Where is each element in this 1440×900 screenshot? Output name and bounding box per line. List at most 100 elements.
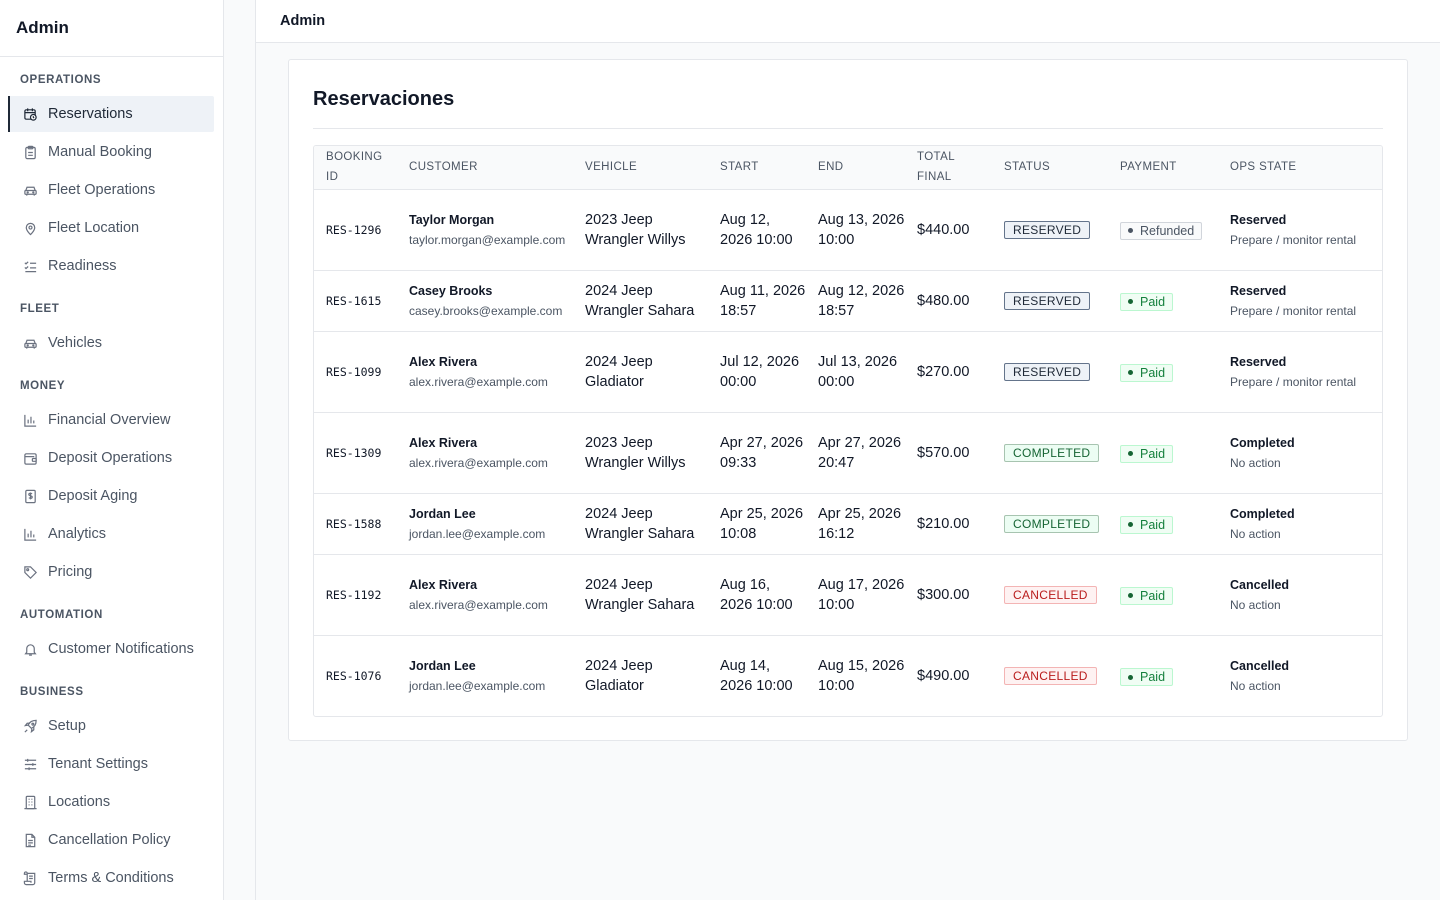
status-badge: RESERVED xyxy=(1004,362,1091,381)
ops-state-title: Reserved xyxy=(1230,354,1287,369)
sidebar-item-label: Tenant Settings xyxy=(48,756,148,772)
sidebar-item-manual-booking[interactable]: Manual Booking xyxy=(8,134,214,170)
bell-icon xyxy=(22,641,38,657)
customer-cell: Jordan Lee jordan.lee@example.com xyxy=(397,493,573,555)
sidebar-item-tenant-settings[interactable]: Tenant Settings xyxy=(8,746,214,782)
nav-section-heading: AUTOMATION xyxy=(20,609,103,621)
end-cell: Aug 13, 2026 10:00 xyxy=(806,189,905,271)
payment-dot-icon xyxy=(1128,299,1133,305)
sidebar-item-customer-notifications[interactable]: Customer Notifications xyxy=(8,631,214,667)
customer-email: alex.rivera@example.com xyxy=(409,374,548,389)
sidebar-item-label: Cancellation Policy xyxy=(48,832,171,848)
payment-cell: Paid xyxy=(1108,331,1218,413)
payment-dot-icon xyxy=(1128,370,1133,376)
column-header-payment[interactable]: PAYMENT xyxy=(1108,146,1218,190)
sidebar-item-label: Terms & Conditions xyxy=(48,870,174,886)
sidebar-item-fleet-location[interactable]: Fleet Location xyxy=(8,210,214,246)
booking-id[interactable]: RES-1099 xyxy=(326,364,382,379)
sidebar-item-cancellation-policy[interactable]: Cancellation Policy xyxy=(8,822,214,858)
sidebar-item-label: Fleet Location xyxy=(48,220,140,236)
booking-id-cell: RES-1076 xyxy=(314,635,397,716)
column-header-end[interactable]: END xyxy=(806,146,905,190)
booking-id[interactable]: RES-1615 xyxy=(326,293,382,308)
building-icon xyxy=(22,794,38,810)
ops-state-title: Cancelled xyxy=(1230,577,1290,592)
sidebar-nav: OPERATIONS Reservations Manual Booking Flee… xyxy=(0,57,223,896)
booking-id[interactable]: RES-1588 xyxy=(326,516,382,531)
vehicle-cell: 2023 Jeep Wrangler Willys xyxy=(573,412,708,494)
nav-section-operations: OPERATIONS Reservations Manual Booking Flee… xyxy=(0,57,223,284)
column-header-start[interactable]: START xyxy=(708,146,806,190)
customer-cell: Casey Brooks casey.brooks@example.com xyxy=(397,270,573,332)
document-icon xyxy=(22,832,38,848)
booking-id[interactable]: RES-1296 xyxy=(326,222,382,237)
table-row[interactable]: RES-1076 Jordan Lee jordan.lee@example.com… xyxy=(314,635,1382,716)
column-header-customer[interactable]: CUSTOMER xyxy=(397,146,573,190)
payment-label: Paid xyxy=(1140,670,1166,684)
sidebar-item-fleet-operations[interactable]: Fleet Operations xyxy=(8,172,214,208)
customer-email: casey.brooks@example.com xyxy=(409,303,563,318)
total-cell: $490.00 xyxy=(917,667,970,684)
sidebar-item-readiness[interactable]: Readiness xyxy=(8,248,214,284)
column-header-vehicle[interactable]: VEHICLE xyxy=(573,146,708,190)
rocket-icon xyxy=(22,718,38,734)
table-row[interactable]: RES-1309 Alex Rivera alex.rivera@example.c… xyxy=(314,412,1382,494)
table-row[interactable]: RES-1615 Casey Brooks casey.brooks@example… xyxy=(314,270,1382,332)
sidebar-item-financial-overview[interactable]: Financial Overview xyxy=(8,402,214,438)
payment-dot-icon xyxy=(1128,674,1133,680)
booking-id[interactable]: RES-1192 xyxy=(326,587,382,602)
sidebar-item-analytics[interactable]: Analytics xyxy=(8,516,214,552)
nav-section-money: MONEY Financial Overview Deposit Operation… xyxy=(0,363,223,590)
sidebar-item-vehicles[interactable]: Vehicles xyxy=(8,325,214,361)
start-cell: Aug 16, 2026 10:00 xyxy=(708,554,806,636)
sidebar-item-label: Manual Booking xyxy=(48,144,152,160)
sidebar-item-terms-and-conditions[interactable]: Terms & Conditions xyxy=(8,860,214,896)
end-cell: Aug 12, 2026 18:57 xyxy=(806,270,905,332)
column-header-status[interactable]: STATUS xyxy=(992,146,1108,190)
status-cell: RESERVED xyxy=(992,331,1108,413)
table-row[interactable]: RES-1192 Alex Rivera alex.rivera@example.c… xyxy=(314,554,1382,636)
status-cell: RESERVED xyxy=(992,189,1108,271)
calendar-clock-icon xyxy=(22,106,38,122)
booking-id[interactable]: RES-1076 xyxy=(326,668,382,683)
ops-state-subtitle: No action xyxy=(1230,526,1281,541)
sidebar-item-locations[interactable]: Locations xyxy=(8,784,214,820)
sidebar-item-label: Fleet Operations xyxy=(48,182,156,198)
start-cell: Aug 11, 2026 18:57 xyxy=(708,270,806,332)
status-cell: CANCELLED xyxy=(992,554,1108,636)
column-header-ops-state[interactable]: OPS STATE xyxy=(1218,146,1382,190)
table-row[interactable]: RES-1588 Jordan Lee jordan.lee@example.com… xyxy=(314,493,1382,555)
sidebar-item-deposit-operations[interactable]: Deposit Operations xyxy=(8,440,214,476)
customer-cell: Taylor Morgan taylor.morgan@example.com xyxy=(397,189,573,271)
table-row[interactable]: RES-1099 Alex Rivera alex.rivera@example.c… xyxy=(314,331,1382,413)
end-cell: Apr 25, 2026 16:12 xyxy=(806,493,905,555)
payment-dot-icon xyxy=(1128,228,1133,234)
customer-email: alex.rivera@example.com xyxy=(409,597,548,612)
dollar-document-icon xyxy=(22,488,38,504)
end-cell: Apr 27, 2026 20:47 xyxy=(806,412,905,494)
sidebar-item-pricing[interactable]: Pricing xyxy=(8,554,214,590)
sidebar-item-label: Vehicles xyxy=(48,335,103,351)
tag-icon xyxy=(22,564,38,580)
wallet-icon xyxy=(22,450,38,466)
sidebar-item-label: Deposit Operations xyxy=(48,450,173,466)
status-badge: COMPLETED xyxy=(1004,443,1100,462)
column-header-total[interactable]: TOTAL FINAL xyxy=(905,146,992,190)
customer-email: taylor.morgan@example.com xyxy=(409,232,566,247)
customer-name: Jordan Lee xyxy=(409,658,476,673)
sidebar-item-reservations[interactable]: Reservations xyxy=(8,96,214,132)
customer-name: Alex Rivera xyxy=(409,577,478,592)
table-row[interactable]: RES-1296 Taylor Morgan taylor.morgan@examp… xyxy=(314,189,1382,271)
ops-state-cell: Cancelled No action xyxy=(1218,554,1382,636)
payment-cell: Paid xyxy=(1108,493,1218,555)
payment-label: Refunded xyxy=(1140,223,1195,238)
column-header-booking-id[interactable]: BOOKING ID xyxy=(314,146,397,190)
top-bar-title: Admin xyxy=(280,13,326,29)
sidebar-item-deposit-aging[interactable]: Deposit Aging xyxy=(8,478,214,514)
booking-id[interactable]: RES-1309 xyxy=(326,445,382,460)
sidebar-item-setup[interactable]: Setup xyxy=(8,708,214,744)
table-body: RES-1296 Taylor Morgan taylor.morgan@examp… xyxy=(314,189,1382,716)
start-cell: Jul 12, 2026 00:00 xyxy=(708,331,806,413)
clipboard-icon xyxy=(22,144,38,160)
ops-state-subtitle: No action xyxy=(1230,678,1281,693)
